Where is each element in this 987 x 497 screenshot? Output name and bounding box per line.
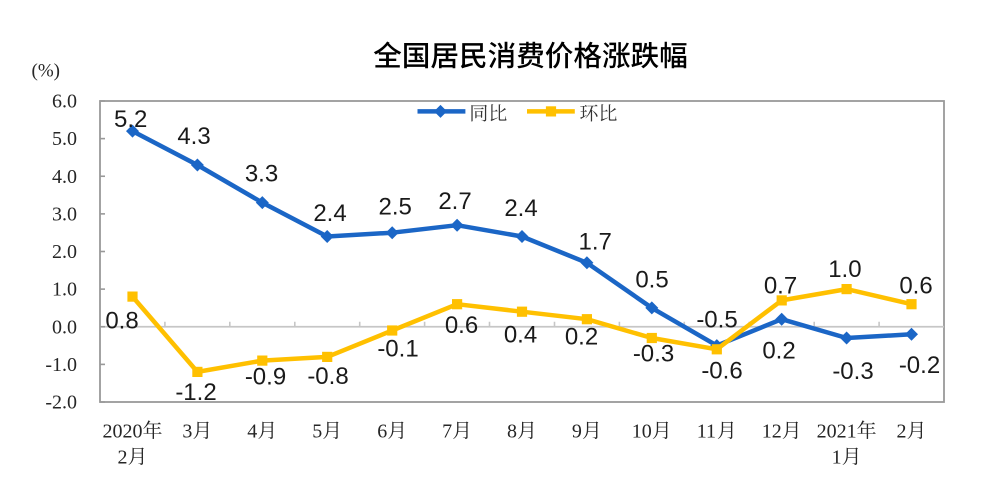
svg-text:1.0: 1.0	[828, 256, 861, 283]
svg-text:2.5: 2.5	[379, 194, 412, 221]
svg-text:-1.2: -1.2	[175, 379, 216, 406]
svg-text:2: 2	[118, 447, 128, 469]
svg-text:1: 1	[832, 447, 842, 469]
svg-text:1.0: 1.0	[52, 279, 77, 301]
svg-text:7: 7	[442, 421, 452, 443]
svg-text:0.2: 0.2	[565, 324, 598, 351]
svg-text:0.0: 0.0	[52, 316, 77, 338]
svg-text:2021: 2021	[817, 421, 857, 443]
svg-text:3.3: 3.3	[245, 161, 278, 188]
svg-text:0.6: 0.6	[899, 273, 932, 300]
svg-text:10: 10	[632, 421, 652, 443]
svg-text:9: 9	[572, 421, 582, 443]
svg-text:2.0: 2.0	[52, 241, 77, 263]
svg-text:-0.1: -0.1	[377, 336, 418, 363]
svg-text:2.7: 2.7	[438, 188, 471, 215]
svg-text:4.3: 4.3	[177, 123, 210, 150]
svg-text:3: 3	[182, 421, 192, 443]
svg-text:-1.0: -1.0	[45, 354, 77, 376]
svg-text:-0.5: -0.5	[696, 307, 737, 334]
svg-text:-0.8: -0.8	[307, 363, 348, 390]
svg-text:5.0: 5.0	[52, 128, 77, 150]
svg-text:4.0: 4.0	[52, 166, 77, 188]
svg-text:-0.6: -0.6	[701, 358, 742, 385]
svg-text:0.4: 0.4	[504, 322, 537, 349]
svg-text:5.2: 5.2	[114, 106, 147, 133]
svg-text:-0.3: -0.3	[633, 341, 674, 368]
svg-text:(%): (%)	[32, 61, 60, 82]
svg-text:8: 8	[507, 421, 517, 443]
svg-text:1.7: 1.7	[579, 229, 612, 256]
svg-text:2.4: 2.4	[313, 200, 346, 227]
svg-text:6: 6	[377, 421, 387, 443]
svg-text:3.0: 3.0	[52, 204, 77, 226]
svg-text:0.8: 0.8	[105, 308, 138, 335]
svg-text:6.0: 6.0	[52, 91, 77, 113]
svg-text:0.5: 0.5	[635, 267, 668, 294]
svg-text:2.4: 2.4	[504, 195, 537, 222]
svg-text:0.7: 0.7	[764, 273, 797, 300]
svg-text:12: 12	[762, 421, 782, 443]
svg-text:4: 4	[247, 421, 257, 443]
svg-text:5: 5	[312, 421, 322, 443]
svg-text:-0.2: -0.2	[899, 352, 940, 379]
svg-text:-2.0: -2.0	[45, 392, 77, 414]
svg-text:-0.9: -0.9	[245, 364, 286, 391]
svg-text:11: 11	[697, 421, 716, 443]
svg-text:0.6: 0.6	[445, 312, 478, 339]
svg-text:2: 2	[897, 421, 907, 443]
svg-text:-0.3: -0.3	[832, 358, 873, 385]
svg-text:0.2: 0.2	[762, 338, 795, 365]
svg-text:2020: 2020	[103, 421, 143, 443]
